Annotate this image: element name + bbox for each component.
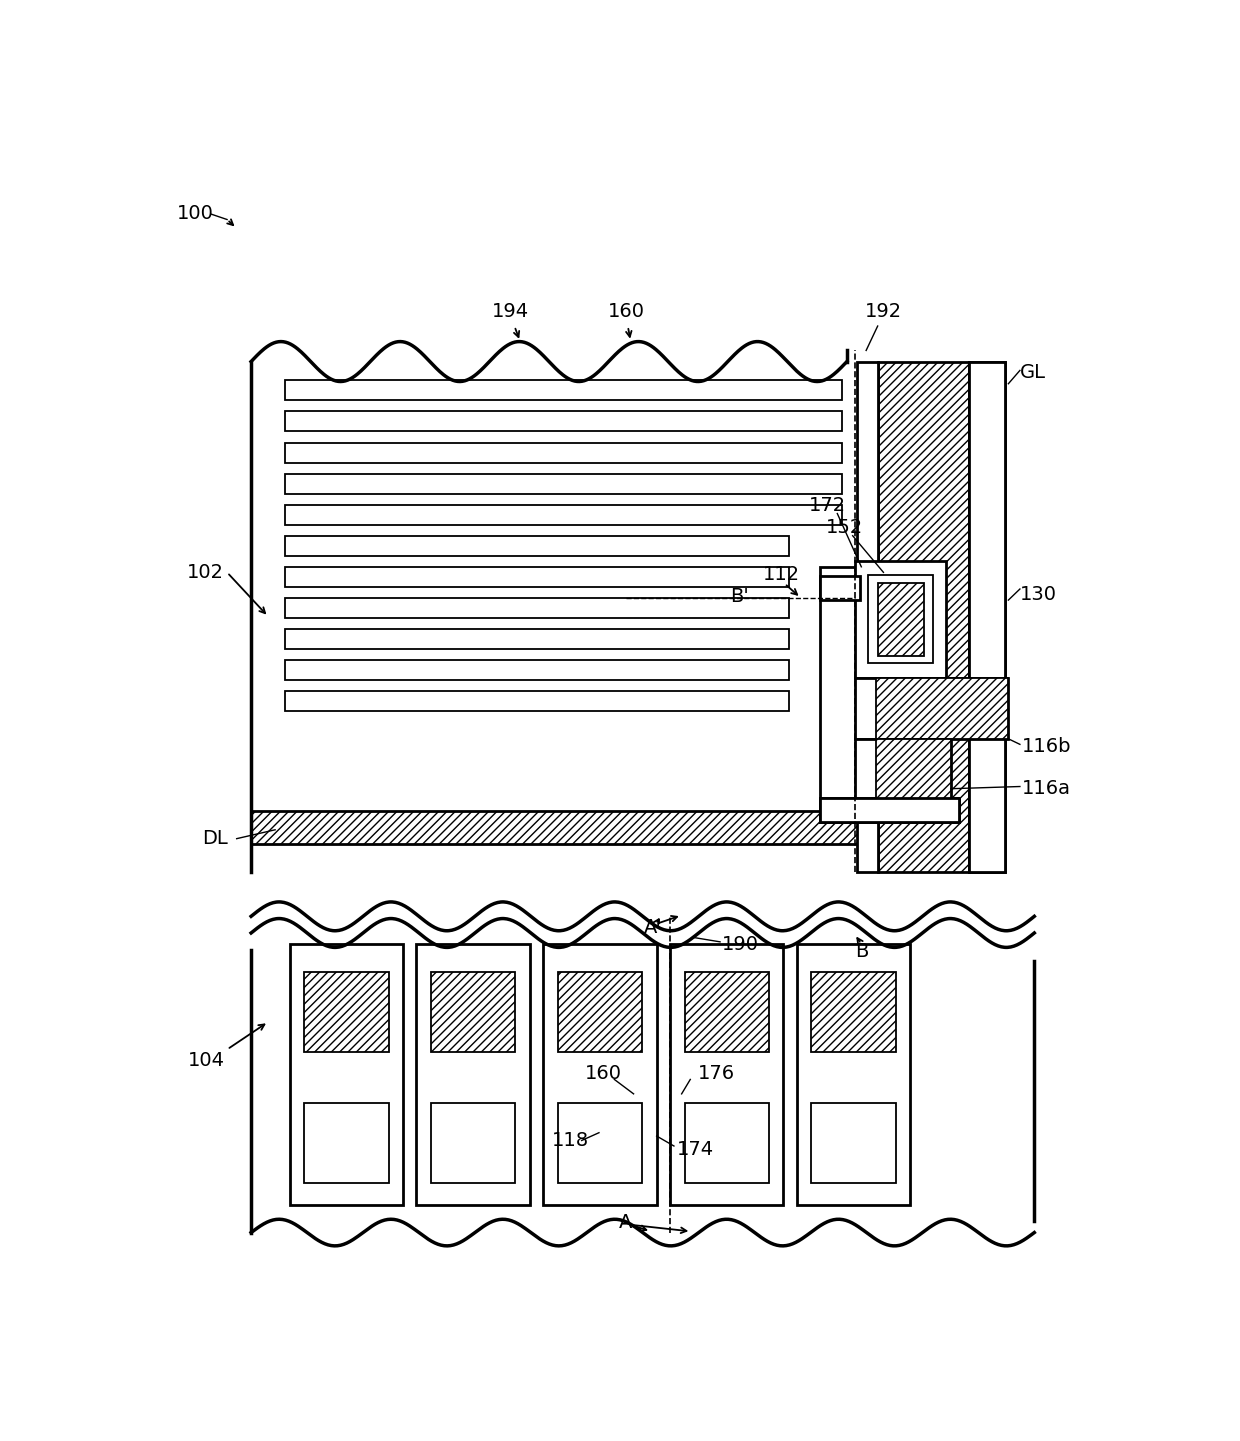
Text: 100: 100 [177,205,213,223]
Text: 116b: 116b [1022,736,1071,757]
Bar [968,362,1006,872]
Bar [797,944,910,1205]
Bar [285,412,842,431]
Bar [290,944,403,1205]
Bar [854,739,951,817]
Bar [811,971,897,1052]
Text: 118: 118 [552,1131,589,1150]
Text: 112: 112 [763,565,800,584]
Text: B': B' [730,588,749,607]
Text: DL: DL [202,829,227,849]
Text: 172: 172 [810,496,846,516]
Bar [820,566,858,821]
Bar [285,504,842,525]
Bar [285,380,842,401]
Bar [868,575,934,663]
Bar [875,677,1008,739]
Bar [285,536,789,556]
Text: 104: 104 [187,1050,224,1071]
Bar [684,1102,769,1183]
Text: A: A [619,1213,632,1232]
Bar [304,1102,388,1183]
Bar [558,971,642,1052]
Bar [875,739,951,817]
Bar [250,811,866,844]
Bar [285,660,789,680]
Text: 160: 160 [585,1065,622,1084]
Bar [820,798,960,821]
Text: GL: GL [1019,363,1045,382]
Text: 152: 152 [826,519,863,537]
Bar [878,584,924,656]
Bar [854,677,1008,739]
Bar [558,1102,642,1183]
Bar [854,562,946,677]
Bar [820,576,861,599]
Text: 194: 194 [492,303,529,321]
Text: 160: 160 [608,303,645,321]
Text: 116a: 116a [1022,780,1071,798]
Text: 102: 102 [186,563,223,582]
Bar [543,944,657,1205]
Bar [417,944,529,1205]
Bar [670,944,784,1205]
Bar [285,692,789,710]
Bar [285,628,789,648]
Bar [285,598,789,618]
Bar [811,1102,897,1183]
Bar [285,566,789,586]
Text: 176: 176 [698,1065,735,1084]
Bar [430,1102,516,1183]
Text: 192: 192 [864,303,901,321]
Bar [968,362,1006,872]
Bar [857,362,878,872]
Bar [304,971,388,1052]
Text: A': A' [644,918,662,937]
Text: 174: 174 [677,1140,714,1159]
Text: 130: 130 [1019,585,1056,604]
Bar [285,474,842,494]
Text: B: B [854,942,868,961]
Bar [684,971,769,1052]
Bar [285,442,842,463]
Bar [430,971,516,1052]
Bar [878,362,968,872]
Text: 190: 190 [722,935,759,954]
Bar [820,798,960,821]
